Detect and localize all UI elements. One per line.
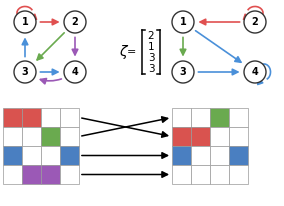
Bar [22,108,41,127]
Bar [191,108,210,127]
Bar [60,165,79,184]
Bar [41,165,60,184]
Text: 4: 4 [252,67,258,77]
Bar [210,165,229,184]
Bar [229,127,248,146]
Text: 1: 1 [179,17,186,27]
Text: 3: 3 [148,53,154,62]
Bar [229,165,248,184]
Text: 1: 1 [22,17,28,27]
Bar [191,165,210,184]
Bar [3,108,22,127]
Bar [172,146,191,165]
Bar [41,127,60,146]
Bar [22,146,41,165]
Bar [22,127,41,146]
Bar [191,146,210,165]
Circle shape [64,11,86,33]
Text: $\zeta$: $\zeta$ [119,43,129,61]
Circle shape [244,61,266,83]
Circle shape [14,61,36,83]
Text: 3: 3 [179,67,186,77]
Bar [172,127,191,146]
Bar [22,165,41,184]
Bar [210,127,229,146]
Bar [229,146,248,165]
Circle shape [14,11,36,33]
Bar [60,127,79,146]
Bar [60,108,79,127]
Bar [172,108,191,127]
Bar [41,108,60,127]
Bar [3,127,22,146]
Circle shape [172,11,194,33]
Bar [229,108,248,127]
Circle shape [244,11,266,33]
Text: 3: 3 [148,63,154,74]
Text: 2: 2 [252,17,258,27]
Bar [210,146,229,165]
Text: 3: 3 [22,67,28,77]
Circle shape [172,61,194,83]
Bar [172,165,191,184]
Text: 2: 2 [148,30,154,41]
Bar [191,127,210,146]
Text: 1: 1 [148,41,154,52]
Bar [210,108,229,127]
Bar [60,146,79,165]
Text: =: = [127,47,137,57]
Circle shape [64,61,86,83]
Text: 2: 2 [72,17,78,27]
Bar [3,165,22,184]
Bar [41,146,60,165]
Bar [3,146,22,165]
Text: 4: 4 [72,67,78,77]
